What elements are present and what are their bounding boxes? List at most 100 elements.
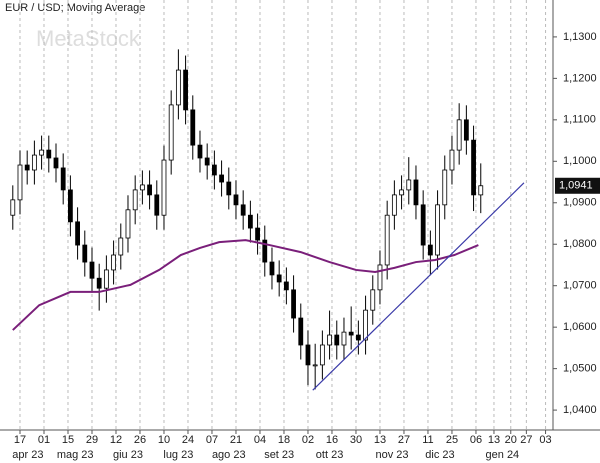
x-tick-label: 24 — [182, 434, 194, 446]
candle-body — [132, 189, 138, 211]
candle-body — [139, 184, 145, 191]
candle-body — [276, 274, 282, 283]
x-tick-label: 26 — [134, 434, 146, 446]
candle-body — [161, 159, 167, 216]
candle-body — [53, 157, 59, 169]
x-tick-label: 21 — [230, 434, 242, 446]
x-tick-label: 29 — [86, 434, 98, 446]
candle-body — [327, 334, 332, 346]
candle-body — [31, 154, 37, 171]
x-tick-label: 12 — [110, 434, 122, 446]
candle-body — [463, 119, 469, 141]
month-label: giu 23 — [113, 449, 143, 461]
x-tick-label: 27 — [520, 434, 532, 446]
y-tick-label: 1,0500 — [563, 363, 597, 375]
x-tick-label: 16 — [326, 434, 338, 446]
candle-body — [96, 277, 102, 289]
month-label: nov 23 — [375, 449, 408, 461]
x-tick-label: 20 — [505, 434, 517, 446]
candle-body — [168, 104, 174, 161]
candle-body — [435, 204, 440, 256]
candle-body — [391, 194, 397, 216]
candle-body — [406, 179, 412, 191]
y-tick-label: 1,0800 — [563, 238, 597, 250]
candle-body — [413, 179, 419, 206]
watermark: MetaStock — [36, 26, 141, 51]
last-price-label: 1,0941 — [559, 180, 593, 192]
chart-title: EUR / USD; Moving Average — [5, 2, 145, 14]
y-tick-label: 1,1300 — [563, 31, 597, 43]
candle-body — [255, 227, 260, 241]
candle-body — [219, 174, 224, 183]
candle-body — [471, 139, 476, 196]
candle-body — [334, 334, 340, 346]
candle-body — [456, 119, 462, 151]
candle-body — [478, 185, 484, 196]
month-label: lug 23 — [163, 449, 193, 461]
x-tick-label: 15 — [62, 434, 74, 446]
candle-body — [211, 164, 217, 176]
candle-body — [175, 69, 181, 106]
indicator-line — [312, 182, 525, 391]
y-tick-label: 1,0900 — [563, 197, 597, 209]
y-tick-label: 1,1200 — [563, 72, 597, 84]
candle-body — [384, 214, 390, 266]
month-label: apr 23 — [12, 449, 43, 461]
candle-body — [449, 149, 455, 171]
last-price-box — [555, 177, 600, 194]
candle-body — [399, 189, 404, 196]
candle-body — [67, 189, 73, 223]
candle-body — [262, 239, 268, 263]
candle-body — [111, 254, 116, 271]
candle-body — [75, 221, 80, 246]
x-tick-label: 18 — [278, 434, 290, 446]
candle-body — [312, 364, 318, 367]
candle-body — [420, 204, 426, 246]
candle-body — [226, 181, 232, 196]
candle-body — [355, 334, 361, 341]
candle-body — [118, 237, 124, 256]
candle-body — [60, 167, 66, 191]
candle-body — [240, 204, 246, 216]
candle-body — [427, 244, 433, 256]
x-tick-label: 10 — [158, 434, 170, 446]
candle-body — [183, 69, 188, 111]
candle-body — [125, 209, 131, 239]
y-tick-label: 1,1000 — [563, 155, 597, 167]
x-tick-label: 04 — [254, 434, 266, 446]
y-tick-label: 1,0400 — [563, 404, 597, 416]
x-tick-label: 01 — [38, 434, 50, 446]
candle-body — [197, 144, 203, 159]
candle-body — [298, 317, 304, 346]
x-tick-label: 13 — [374, 434, 386, 446]
month-label: ott 23 — [316, 449, 344, 461]
candle-body — [103, 269, 109, 289]
candle-body — [291, 289, 296, 319]
x-tick-label: 30 — [350, 434, 362, 446]
candle-body — [147, 184, 152, 196]
candle-body — [269, 261, 275, 276]
candle-body — [348, 331, 354, 336]
candle-body — [10, 199, 16, 216]
candle-body — [283, 281, 289, 291]
month-label: gen 24 — [486, 449, 520, 461]
candle-body — [377, 264, 383, 291]
y-tick-label: 1,1100 — [563, 114, 596, 126]
candle-body — [370, 289, 376, 311]
x-tick-label: 02 — [302, 434, 314, 446]
candle-body — [39, 149, 44, 156]
month-label: mag 23 — [57, 449, 94, 461]
candle-body — [319, 344, 325, 366]
candle-body — [247, 214, 253, 229]
candle-body — [341, 331, 347, 346]
candle-body — [190, 109, 196, 146]
candle-body — [363, 309, 368, 341]
month-label: dic 23 — [425, 449, 454, 461]
y-tick-label: 1,0600 — [563, 321, 597, 333]
candle-body — [154, 194, 160, 216]
candle-body — [24, 164, 30, 171]
month-label: ago 23 — [212, 449, 246, 461]
month-label: set 23 — [264, 449, 294, 461]
